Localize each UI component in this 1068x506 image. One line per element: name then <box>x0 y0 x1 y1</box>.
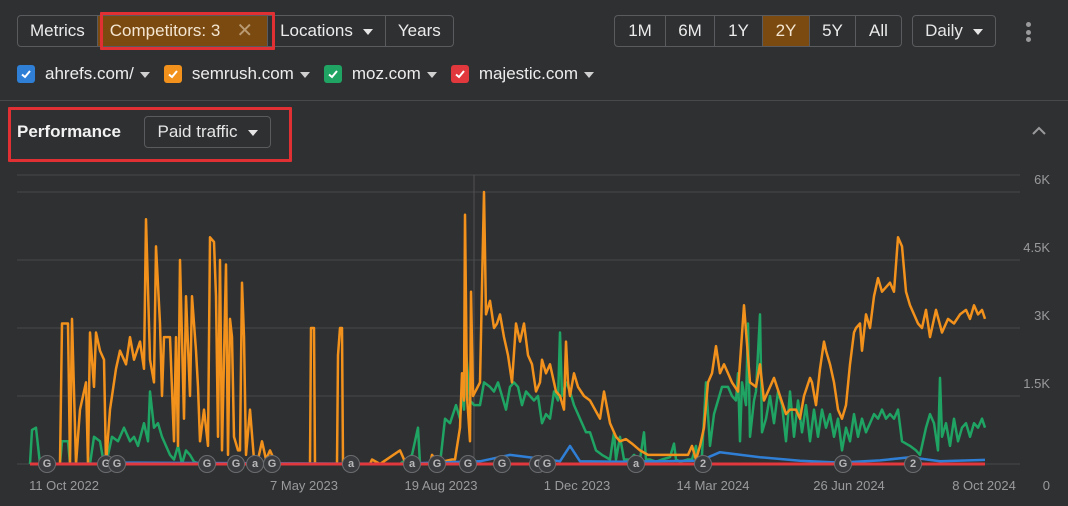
legend-label: ahrefs.com/ <box>45 64 134 83</box>
metrics-button[interactable]: Metrics <box>30 21 85 40</box>
range-option-1m[interactable]: 1M <box>628 21 652 40</box>
range-option-5y[interactable]: 5Y <box>809 16 855 46</box>
checkbox-icon[interactable] <box>17 65 35 83</box>
google-update-marker-icon[interactable]: G <box>108 455 126 473</box>
granularity-label: Daily <box>925 21 963 40</box>
y-axis-tick: 0 <box>1042 478 1050 493</box>
legend-label: majestic.com <box>478 64 578 83</box>
x-axis-tick: 19 Aug 2023 <box>404 478 478 493</box>
caret-down-icon <box>972 29 983 35</box>
x-axis-tick: 11 Oct 2022 <box>29 478 99 493</box>
google-update-marker-icon[interactable]: G <box>428 455 446 473</box>
y-axis-tick: 4.5K <box>1023 240 1050 255</box>
chevron-up-icon[interactable] <box>1030 122 1048 140</box>
x-axis-tick: 7 May 2023 <box>270 478 338 493</box>
caret-down-icon <box>247 130 258 136</box>
caret-down-icon[interactable] <box>139 72 150 78</box>
ahrefs-annotation-marker-icon[interactable]: a <box>627 455 645 473</box>
range-option-all[interactable]: All <box>855 16 901 46</box>
caret-down-icon[interactable] <box>584 72 594 78</box>
locations-dropdown[interactable]: Locations <box>267 16 385 46</box>
date-range-selector: 1M 6M 1Y 2Y 5Y All <box>614 15 902 47</box>
performance-chart[interactable]: 0 1.5K 3K 4.5K 6K 11 Oct 2022 7 May 2023 19 Aug… <box>0 170 1068 506</box>
kebab-icon[interactable] <box>1024 22 1032 42</box>
checkbox-icon[interactable] <box>163 65 182 83</box>
legend-item[interactable]: moz.com <box>323 64 437 84</box>
range-option-6m[interactable]: 6M <box>665 16 714 46</box>
ahrefs-annotation-marker-icon[interactable]: a <box>246 455 264 473</box>
x-axis-tick: 14 Mar 2024 <box>676 478 750 493</box>
caret-down-icon[interactable] <box>426 72 437 78</box>
y-axis-tick: 1.5K <box>1023 376 1050 391</box>
google-update-marker-icon[interactable]: G <box>263 455 281 473</box>
y-axis-tick: 3K <box>1034 308 1050 323</box>
caret-down-icon[interactable] <box>299 72 310 78</box>
competitor-legend: ahrefs.com/semrush.com moz.com majestic.co… <box>17 62 608 86</box>
legend-item[interactable]: semrush.com <box>163 64 310 84</box>
legend-item[interactable]: ahrefs.com/ <box>17 64 150 84</box>
google-update-marker-icon[interactable]: G <box>459 455 477 473</box>
annotation-group-marker-icon[interactable]: 2 <box>904 455 922 473</box>
annotation-group-marker-icon[interactable]: 2 <box>694 455 712 473</box>
locations-label: Locations <box>280 21 353 40</box>
section-divider <box>0 100 1068 101</box>
caret-down-icon <box>362 29 373 35</box>
y-axis-tick: 6K <box>1034 172 1050 187</box>
filter-segment: Metrics Competitors: 3 ✕ Locations Years <box>17 15 454 47</box>
range-option-1y[interactable]: 1Y <box>714 16 762 46</box>
filter-toolbar: Metrics Competitors: 3 ✕ Locations Years <box>17 15 454 47</box>
granularity-dropdown[interactable]: Daily <box>912 15 996 47</box>
google-update-marker-icon[interactable]: G <box>38 455 56 473</box>
metric-dropdown[interactable]: Paid traffic <box>144 116 271 148</box>
x-axis-tick: 1 Dec 2023 <box>543 478 611 493</box>
ahrefs-annotation-marker-icon[interactable]: a <box>342 455 360 473</box>
range-option-2y[interactable]: 2Y <box>762 16 809 46</box>
competitors-label: Competitors: 3 <box>109 21 221 40</box>
google-update-marker-icon[interactable]: G <box>538 455 556 473</box>
close-icon[interactable]: ✕ <box>236 20 254 42</box>
checkbox-icon[interactable] <box>450 65 469 83</box>
checkbox-icon[interactable] <box>323 65 342 83</box>
google-update-marker-icon[interactable]: G <box>834 455 852 473</box>
metric-label: Paid traffic <box>157 122 238 141</box>
section-title: Performance <box>17 122 121 141</box>
google-update-marker-icon[interactable]: G <box>493 455 511 473</box>
google-update-marker-icon[interactable]: G <box>227 455 245 473</box>
years-button[interactable]: Years <box>384 16 453 46</box>
legend-item[interactable]: majestic.com <box>450 64 594 84</box>
x-axis-tick: 26 Jun 2024 <box>813 478 885 493</box>
legend-label: semrush.com <box>191 64 294 83</box>
x-axis-tick: 8 Oct 2024 <box>952 478 1016 493</box>
ahrefs-annotation-marker-icon[interactable]: a <box>403 455 421 473</box>
legend-label: moz.com <box>351 64 421 83</box>
competitors-button[interactable]: Competitors: 3 ✕ <box>96 16 268 46</box>
series-line-semrushcom[interactable] <box>30 190 987 466</box>
google-update-marker-icon[interactable]: G <box>198 455 216 473</box>
